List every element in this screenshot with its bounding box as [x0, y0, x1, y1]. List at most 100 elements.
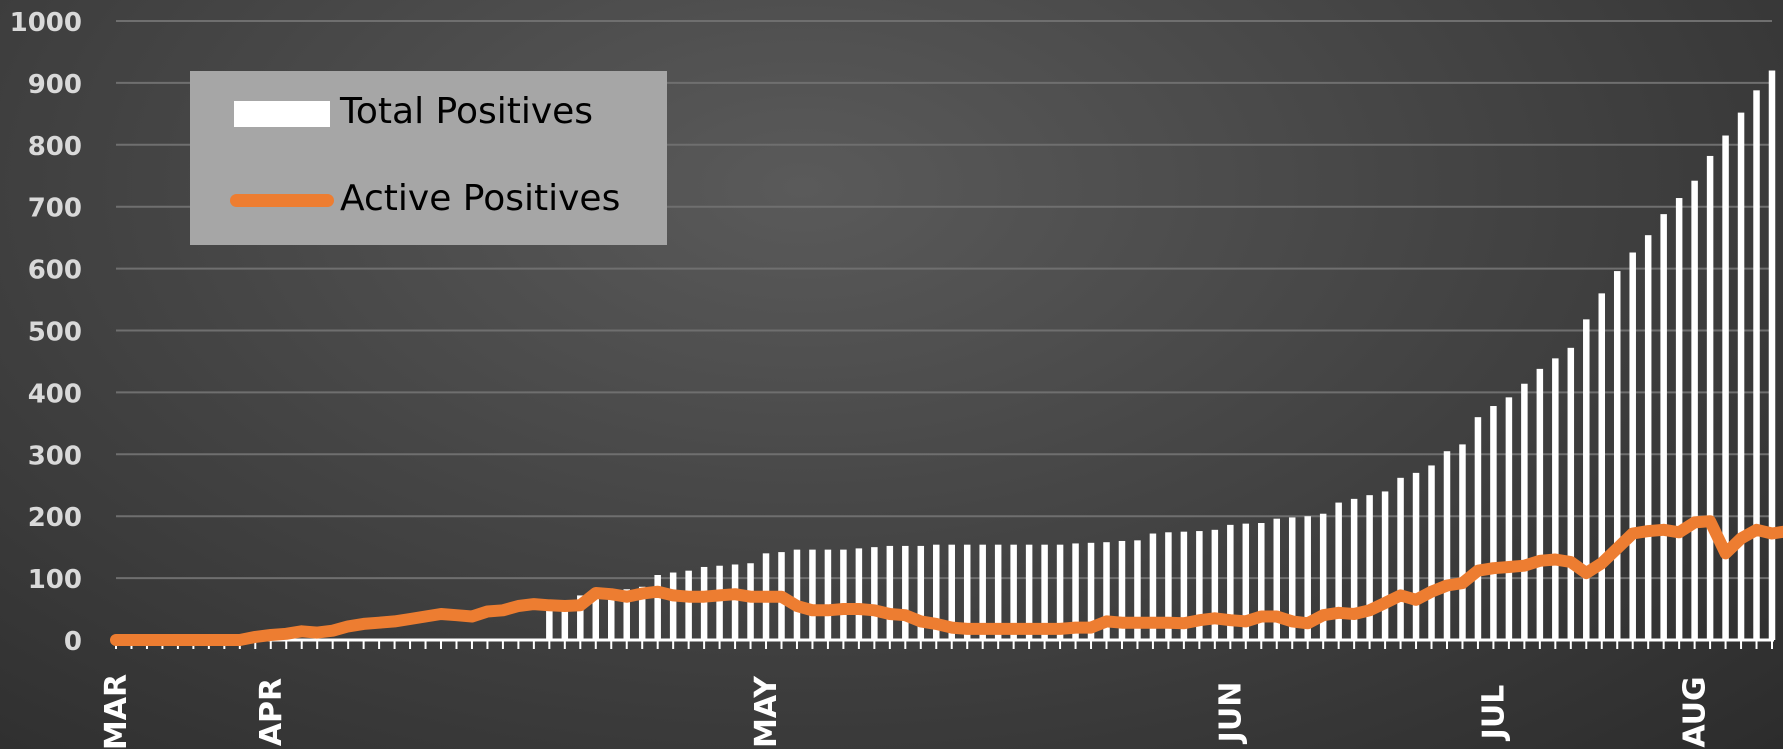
y-tick-label: 800 — [28, 132, 82, 162]
bar — [1273, 518, 1280, 640]
bar — [963, 544, 971, 640]
active-positives-line — [110, 515, 1783, 646]
bar — [1737, 112, 1745, 640]
bar — [1118, 540, 1126, 640]
bar — [669, 572, 677, 640]
legend-swatch-bar — [234, 101, 330, 127]
bar — [1041, 544, 1048, 640]
legend-item-total-positives[interactable]: Total Positives — [190, 83, 667, 143]
bar — [577, 595, 584, 640]
bar — [793, 549, 801, 640]
bar — [1258, 523, 1265, 640]
bar — [1552, 358, 1559, 640]
y-tick-label: 200 — [28, 503, 82, 533]
bar — [824, 549, 832, 640]
bar — [1350, 498, 1358, 640]
bar — [1025, 544, 1033, 640]
bar — [1474, 417, 1482, 640]
bar — [1211, 529, 1219, 640]
bar — [546, 604, 553, 640]
bar — [700, 566, 708, 640]
bar — [1706, 155, 1714, 640]
bar — [871, 547, 878, 640]
bar — [1196, 531, 1203, 640]
bar — [1010, 544, 1017, 640]
x-tick-label: APR — [254, 678, 289, 746]
bar — [1629, 252, 1636, 641]
bar — [623, 589, 630, 640]
bar — [1753, 90, 1760, 640]
bar — [1319, 513, 1327, 640]
bar — [979, 544, 986, 640]
bar — [933, 544, 940, 640]
legend-swatch-line — [230, 194, 334, 207]
y-tick-label: 900 — [28, 70, 82, 100]
bar — [1691, 180, 1698, 640]
bar — [1242, 523, 1250, 640]
bar — [1134, 540, 1141, 640]
bar — [1613, 271, 1621, 640]
bar — [1660, 214, 1667, 641]
bar — [840, 549, 847, 640]
bar — [948, 544, 955, 640]
bar — [654, 575, 661, 640]
bar — [809, 549, 816, 640]
x-tick-label: JUL — [1476, 685, 1511, 742]
bar — [1644, 235, 1652, 640]
bar — [1443, 451, 1451, 640]
y-tick-label: 500 — [28, 318, 82, 348]
x-tick-label: MAY — [749, 675, 784, 748]
bar — [1583, 319, 1590, 640]
bar — [855, 548, 863, 640]
y-tick-label: 1000 — [10, 8, 82, 38]
bar — [917, 545, 925, 640]
bar — [1304, 516, 1311, 640]
bar — [1397, 477, 1404, 640]
bar — [902, 545, 909, 640]
bar — [1056, 544, 1064, 640]
bar — [1536, 368, 1544, 640]
bar — [638, 586, 646, 640]
bar — [1722, 135, 1729, 640]
bar — [1490, 406, 1497, 640]
bar — [608, 590, 615, 640]
bar — [1087, 542, 1095, 640]
y-tick-label: 700 — [28, 194, 82, 224]
bar — [1412, 472, 1420, 640]
legend-item-active-positives[interactable]: Active Positives — [190, 170, 667, 230]
bar — [1149, 533, 1157, 640]
y-tick-label: 100 — [28, 565, 82, 595]
bar — [1598, 293, 1606, 640]
bar — [1675, 198, 1683, 640]
bar — [592, 591, 600, 640]
bar — [1335, 502, 1342, 640]
bar — [994, 544, 1002, 640]
bar — [1459, 444, 1466, 640]
bar — [1103, 542, 1110, 640]
bar — [1428, 465, 1435, 640]
bar — [1521, 383, 1528, 640]
bar — [1072, 543, 1079, 640]
x-tick-label: MAR — [99, 674, 134, 749]
bar — [1288, 517, 1296, 640]
bar — [731, 564, 739, 640]
bar — [1366, 495, 1373, 640]
y-tick-label: 400 — [28, 379, 82, 409]
bar — [1227, 524, 1234, 640]
y-tick-label: 0 — [64, 627, 82, 657]
x-tick-label: AUG — [1678, 676, 1713, 747]
bar — [1381, 491, 1389, 640]
legend-label-active-positives: Active Positives — [340, 178, 621, 219]
y-tick-label: 600 — [28, 256, 82, 286]
y-tick-label: 300 — [28, 441, 82, 471]
bar — [1567, 347, 1575, 640]
legend-label-total-positives: Total Positives — [340, 91, 594, 132]
bar — [1165, 532, 1172, 640]
x-tick-label: JUN — [1213, 682, 1248, 745]
bar — [1505, 397, 1513, 640]
legend: Total Positives Active Positives — [190, 71, 667, 245]
bar — [1180, 531, 1188, 640]
bar — [1768, 70, 1776, 640]
